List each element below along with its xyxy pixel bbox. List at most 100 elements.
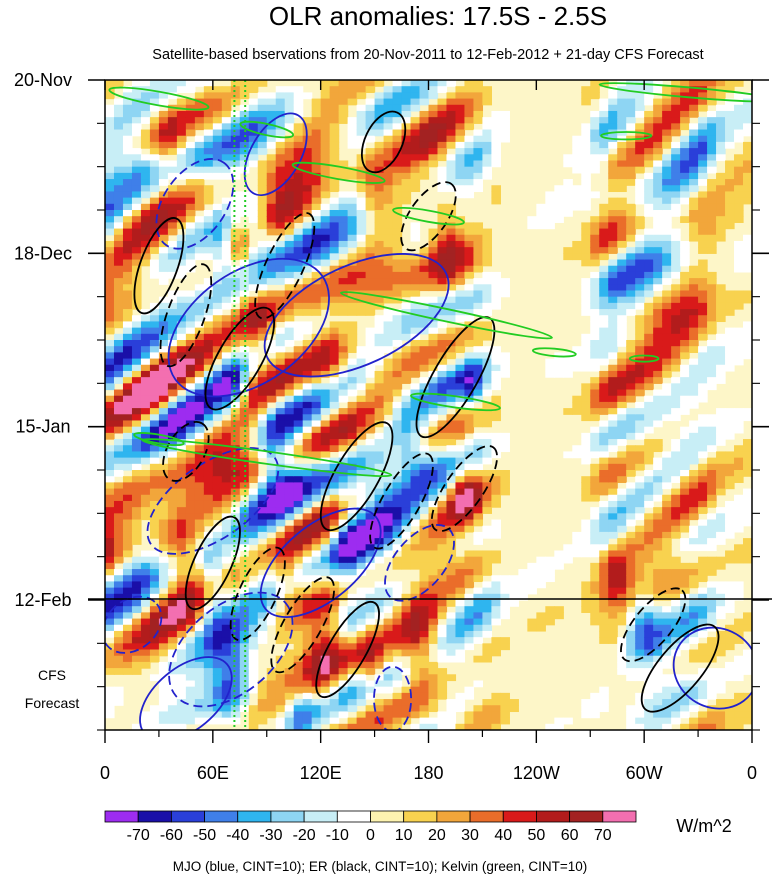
olr-cell (176, 476, 187, 483)
olr-cell (617, 364, 627, 372)
olr-cell (617, 525, 627, 533)
olr-cell (635, 587, 645, 595)
olr-cell (473, 389, 484, 397)
olr-cell (185, 581, 196, 589)
olr-cell (275, 674, 286, 682)
olr-cell (392, 271, 403, 279)
olr-cell (599, 538, 609, 545)
olr-cell (437, 457, 448, 465)
olr-cell (599, 426, 609, 434)
olr-cell (140, 414, 151, 422)
olr-cell (410, 699, 421, 706)
olr-cell (140, 637, 151, 644)
olr-cell (185, 259, 196, 267)
olr-cell (644, 383, 654, 391)
olr-cell (392, 538, 403, 545)
olr-cell (401, 593, 412, 601)
olr-cell (221, 117, 232, 124)
olr-cell (374, 104, 385, 112)
olr-cell (446, 98, 457, 106)
olr-cell (158, 395, 169, 403)
olr-cell (653, 141, 663, 149)
olr-cell (257, 618, 268, 626)
olr-cell (221, 296, 232, 304)
olr-cell (329, 123, 340, 131)
olr-cell (257, 686, 268, 694)
olr-cell (644, 364, 654, 372)
olr-cell (131, 104, 142, 112)
olr-cell (428, 525, 439, 533)
olr-cell (428, 426, 439, 434)
olr-cell (590, 569, 600, 576)
olr-cell (293, 705, 304, 713)
olr-cell (401, 476, 412, 483)
olr-cell (257, 135, 268, 143)
olr-cell (374, 166, 385, 174)
olr-cell (428, 135, 439, 143)
olr-cell (392, 476, 403, 483)
olr-cell (248, 630, 259, 638)
olr-cell (545, 562, 555, 570)
olr-cell (401, 624, 412, 632)
olr-cell (455, 395, 466, 403)
olr-cell (158, 593, 169, 601)
olr-cell (500, 587, 510, 595)
olr-cell (203, 395, 214, 403)
olr-cell (320, 179, 331, 186)
olr-cell (653, 686, 663, 694)
olr-cell (662, 309, 672, 316)
olr-cell (329, 674, 340, 682)
olr-cell (275, 154, 286, 162)
olr-cell (608, 624, 618, 632)
olr-cell (131, 290, 142, 298)
olr-cell (635, 643, 645, 651)
olr-cell (176, 531, 187, 539)
olr-cell (590, 86, 600, 93)
olr-cell (266, 210, 277, 217)
olr-cell (455, 630, 466, 638)
olr-cell (131, 463, 142, 471)
olr-cell (329, 253, 340, 261)
olr-cell (212, 630, 223, 638)
olr-cell (419, 327, 430, 335)
olr-cell (662, 110, 672, 118)
olr-cell (563, 154, 573, 162)
olr-cell (230, 717, 241, 725)
olr-cell (293, 470, 304, 477)
olr-cell (419, 661, 430, 669)
olr-cell (221, 358, 232, 366)
olr-cell (230, 711, 241, 719)
olr-cell (410, 494, 421, 502)
olr-cell (302, 179, 313, 186)
olr-cell (419, 346, 430, 353)
olr-cell (644, 705, 654, 713)
olr-cell (599, 216, 609, 223)
olr-cell (320, 240, 331, 248)
olr-cell (419, 488, 430, 496)
olr-cell (608, 618, 618, 626)
olr-cell (248, 364, 259, 372)
olr-cell (464, 370, 475, 378)
olr-cell (320, 593, 331, 601)
olr-cell (320, 135, 331, 143)
olr-cell (419, 668, 430, 675)
olr-cell (158, 581, 169, 589)
olr-cell (221, 148, 232, 155)
olr-cell (374, 80, 385, 87)
olr-cell (617, 457, 627, 465)
olr-cell (140, 507, 151, 514)
olr-cell (212, 160, 223, 168)
olr-cell (536, 556, 546, 564)
olr-cell (356, 711, 367, 719)
olr-cell (203, 86, 214, 93)
olr-cell (257, 203, 268, 211)
olr-cell (131, 649, 142, 657)
olr-cell (302, 587, 313, 595)
olr-cell (365, 439, 376, 446)
olr-cell (158, 302, 169, 310)
olr-cell (284, 210, 295, 217)
olr-cell (374, 358, 385, 366)
olr-cell (608, 525, 618, 533)
olr-cell (599, 154, 609, 162)
olr-cell (266, 668, 277, 675)
